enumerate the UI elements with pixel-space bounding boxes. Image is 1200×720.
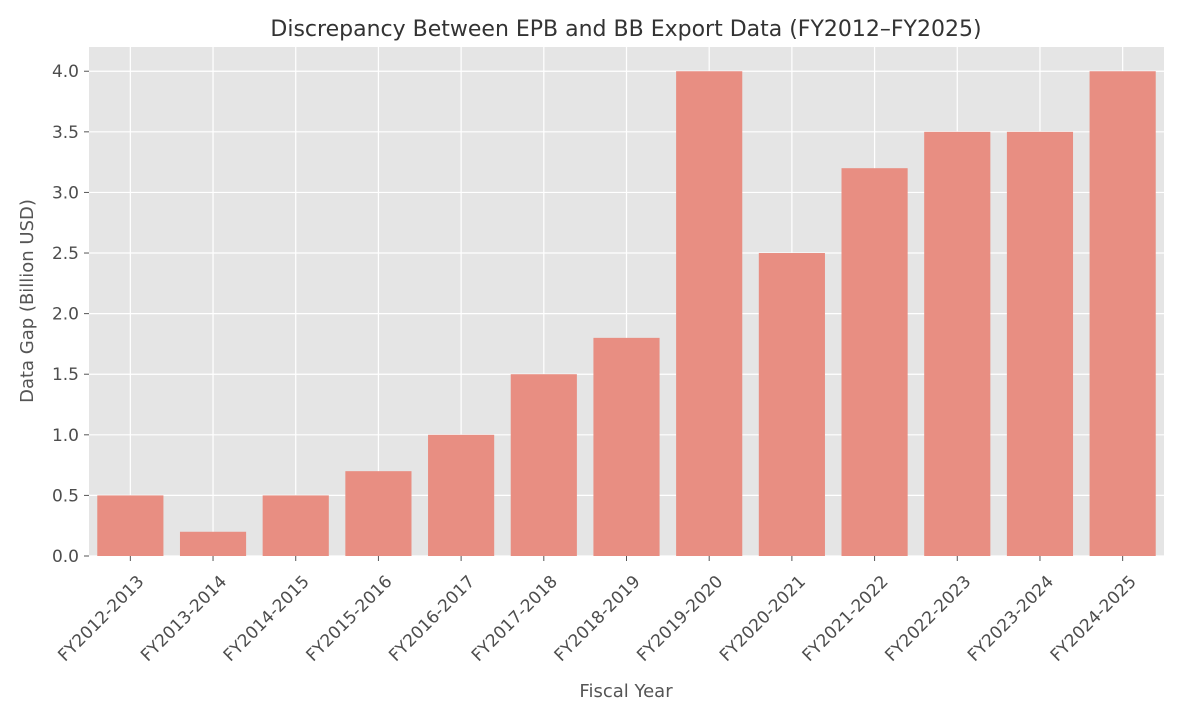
x-tick-label: FY2014-2015 xyxy=(220,572,314,666)
bar-fy2015-2016 xyxy=(345,471,412,556)
x-tick-label: FY2024-2025 xyxy=(1047,572,1141,666)
y-tick-label: 3.0 xyxy=(52,183,79,203)
bar-fy2012-2013 xyxy=(97,495,164,556)
x-tick-label: FY2015-2016 xyxy=(303,572,397,666)
bar-fy2023-2024 xyxy=(1006,131,1074,557)
chart-title: Discrepancy Between EPB and BB Export Da… xyxy=(270,17,981,42)
x-tick-label: FY2021-2022 xyxy=(799,572,893,666)
y-tick-label: 0.5 xyxy=(52,486,79,506)
x-tick-label: FY2013-2014 xyxy=(137,572,231,666)
y-tick-label: 0.0 xyxy=(52,547,79,567)
bar-fy2020-2021 xyxy=(758,253,825,556)
y-tick-label: 2.0 xyxy=(52,305,79,325)
bar-fy2024-2025 xyxy=(1089,71,1156,556)
y-tick-label: 3.5 xyxy=(52,123,79,143)
y-tick-label: 1.0 xyxy=(52,426,79,446)
y-axis-label: Data Gap (Billion USD) xyxy=(17,199,38,403)
x-axis-label: Fiscal Year xyxy=(579,681,673,702)
bar-fy2018-2019 xyxy=(593,337,660,556)
x-tick-label: FY2019-2020 xyxy=(633,572,727,666)
bar-fy2013-2014 xyxy=(179,531,247,556)
x-tick-label: FY2020-2021 xyxy=(716,572,810,666)
bar-fy2014-2015 xyxy=(262,495,329,556)
bars xyxy=(97,71,1156,557)
bar-fy2021-2022 xyxy=(841,168,908,556)
y-tick-label: 2.5 xyxy=(52,244,79,264)
x-tick-label: FY2012-2013 xyxy=(54,572,148,666)
x-tick-label: FY2017-2018 xyxy=(468,572,562,666)
bar-fy2019-2020 xyxy=(676,71,743,556)
x-tick-label: FY2023-2024 xyxy=(964,572,1058,666)
x-tick-label: FY2022-2023 xyxy=(881,572,975,666)
y-axis-ticks: 0.0 0.5 1.0 1.5 2.0 2.5 3.0 3.5 4.0 xyxy=(52,62,89,567)
x-tick-label: FY2016-2017 xyxy=(385,572,479,666)
bar-fy2022-2023 xyxy=(924,131,991,557)
x-tick-label: FY2018-2019 xyxy=(551,572,645,666)
x-axis-ticks: FY2012-2013FY2013-2014FY2014-2015FY2015-… xyxy=(54,556,1141,666)
y-tick-label: 4.0 xyxy=(52,62,79,82)
y-tick-label: 1.5 xyxy=(52,365,79,385)
bar-fy2016-2017 xyxy=(428,434,495,556)
bar-fy2017-2018 xyxy=(510,374,577,556)
